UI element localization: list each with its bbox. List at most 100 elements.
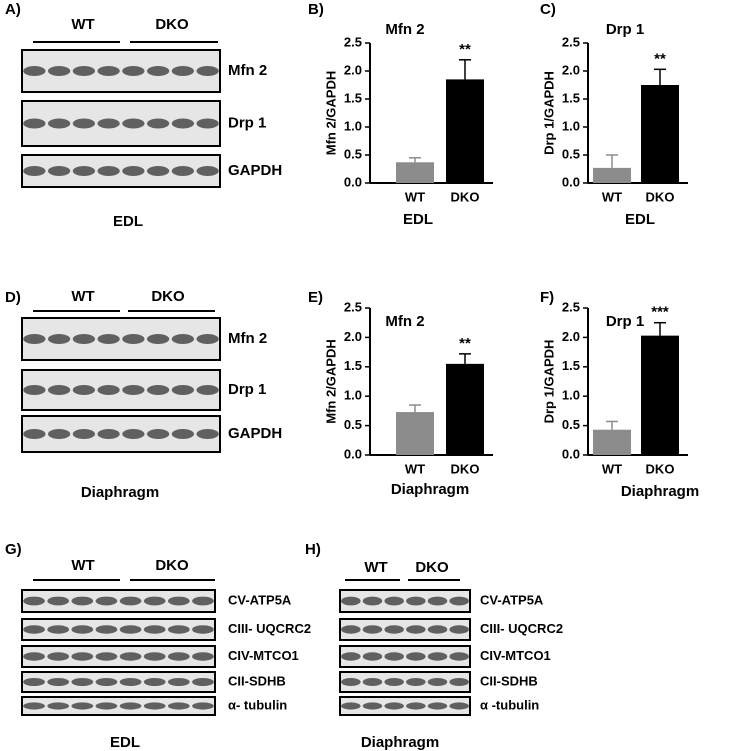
- panel-label: A): [5, 1, 21, 18]
- blot-band: [192, 678, 214, 686]
- blot-band: [146, 66, 170, 76]
- blot-caption: Diaphragm: [81, 484, 159, 501]
- blot-band: [47, 334, 71, 344]
- y-tick-label: 1.5: [562, 90, 580, 105]
- blot-band: [341, 625, 361, 634]
- blot-band: [146, 166, 170, 176]
- blot-band: [47, 166, 71, 176]
- blot-band: [23, 334, 46, 344]
- y-tick-label: 2.0: [562, 62, 580, 77]
- blot-band: [47, 66, 71, 76]
- blot-band: [171, 66, 195, 76]
- blot-band: [122, 66, 145, 76]
- blot-band: [122, 429, 145, 439]
- y-tick-label: 2.0: [344, 62, 362, 77]
- y-axis-label: Drp 1/GAPDH: [541, 340, 556, 424]
- blot-band: [23, 625, 45, 634]
- y-tick-label: 0.0: [344, 174, 362, 189]
- band-label: Mfn 2: [228, 62, 267, 79]
- blot-band: [406, 625, 426, 634]
- y-axis-label: Mfn 2/GAPDH: [323, 71, 338, 156]
- blot-band: [427, 702, 448, 710]
- blot-box: [21, 589, 216, 613]
- blot-band: [23, 596, 45, 606]
- blot-band: [196, 166, 219, 176]
- blot-box: [21, 645, 216, 668]
- blot-box: [21, 618, 216, 641]
- blot-band: [196, 429, 219, 439]
- blot-band: [23, 652, 45, 661]
- x-tick-label: WT: [405, 189, 425, 204]
- blot-band: [143, 625, 166, 634]
- blot-band: [72, 334, 96, 344]
- blot-caption: Diaphragm: [361, 734, 439, 751]
- blot-band: [97, 334, 120, 344]
- y-tick-label: 0.0: [562, 446, 580, 461]
- blot-band: [47, 596, 70, 606]
- significance: **: [654, 50, 666, 67]
- y-axis-label: Drp 1/GAPDH: [541, 71, 556, 155]
- x-axis-label: EDL: [403, 211, 433, 228]
- blot-band: [449, 652, 469, 661]
- band-label: CV-ATP5A: [480, 592, 544, 607]
- blot-band: [23, 385, 46, 395]
- blot-band: [167, 625, 190, 634]
- blot-band: [171, 385, 195, 395]
- blot-band: [167, 652, 190, 661]
- blot-band: [192, 652, 214, 661]
- bar: [446, 363, 484, 455]
- group-label: WT: [71, 557, 94, 574]
- y-tick-label: 1.0: [344, 388, 362, 403]
- blot-band: [362, 702, 383, 710]
- band-label: Drp 1: [228, 114, 266, 131]
- band-label: α -tubulin: [480, 697, 539, 712]
- bar: [396, 412, 434, 455]
- blot-band: [71, 625, 94, 634]
- panel-label: H): [305, 541, 321, 558]
- group-label: WT: [71, 288, 94, 305]
- y-tick-label: 0.5: [344, 146, 362, 161]
- band-label: CII-SDHB: [480, 673, 538, 688]
- group-label: DKO: [155, 557, 189, 574]
- band-label: CV-ATP5A: [228, 592, 292, 607]
- blot-band: [427, 652, 448, 661]
- x-tick-label: WT: [405, 461, 425, 476]
- blot-band: [97, 118, 120, 129]
- blot-band: [171, 429, 195, 439]
- blot-band: [143, 702, 166, 710]
- blot-band: [406, 678, 426, 686]
- blot-band: [23, 66, 46, 76]
- blot-band: [97, 429, 120, 439]
- band-label: GAPDH: [228, 162, 282, 179]
- group-label: WT: [71, 16, 94, 33]
- panel-label: G): [5, 541, 22, 558]
- group-label: DKO: [155, 16, 189, 33]
- blot-band: [171, 118, 195, 129]
- blot-band: [449, 625, 469, 634]
- blot-band: [119, 652, 142, 661]
- blot-band: [71, 652, 94, 661]
- y-tick-label: 1.5: [344, 90, 362, 105]
- blot-band: [196, 385, 219, 395]
- blot-box: [21, 671, 216, 693]
- blot-box: [339, 696, 471, 716]
- blot-band: [119, 596, 142, 606]
- bar: [593, 167, 631, 183]
- blot-band: [449, 596, 469, 606]
- blot-band: [47, 118, 71, 129]
- blot-band: [167, 678, 190, 686]
- blot-box: [339, 618, 471, 641]
- band-label: CIII- UQCRC2: [480, 621, 563, 636]
- bar: [641, 335, 679, 455]
- y-tick-label: 2.5: [562, 34, 580, 49]
- blot-band: [384, 596, 404, 606]
- blot-band: [47, 702, 70, 710]
- blot-band: [23, 678, 45, 686]
- blot-band: [362, 596, 383, 606]
- blot-band: [47, 652, 70, 661]
- x-tick-label: DKO: [451, 189, 480, 204]
- group-label: DKO: [151, 288, 185, 305]
- x-tick-label: DKO: [646, 189, 675, 204]
- blot-band: [196, 66, 219, 76]
